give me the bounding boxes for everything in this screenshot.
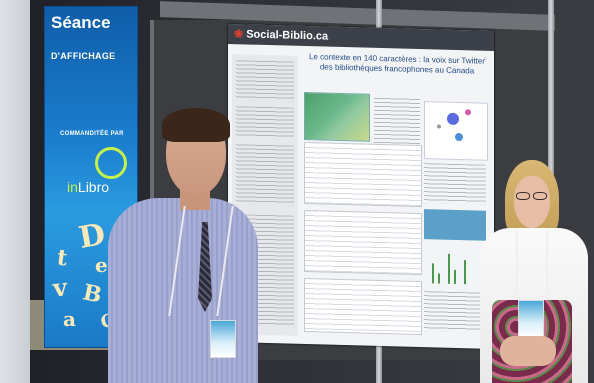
brand-suffix: Libro [77,179,110,195]
results-table [304,141,422,208]
bar-chart-figure [424,243,486,285]
maple-leaf-icon: ❀ [234,28,244,41]
person-woman-hands [500,336,556,366]
research-poster: ❀ Social-Biblio.ca Le contexte en 140 car… [228,24,494,349]
name-badge [518,300,544,338]
results-table [304,277,422,336]
person-woman-face [514,176,550,228]
sponsor-logo-icon [95,147,127,179]
poster-site-name: Social-Biblio.ca [246,28,329,43]
poster-site-logo: ❀ Social-Biblio.ca [234,27,328,42]
person-man-hair [162,108,230,142]
canada-map-figure [304,91,370,142]
poster-title: Le contexte en 140 caractères : la voix … [309,52,485,76]
brand-prefix: in [67,179,78,195]
sponsor-brand: inLibro [67,179,109,195]
poster-text-block [424,291,486,333]
name-badge [210,320,236,358]
banner-subtitle: D'AFFICHAGE [51,51,116,61]
poster-text-block [424,163,486,205]
screenshot-figure [424,209,486,241]
necktie [198,222,212,312]
banner-title-line1: Séance [51,13,111,32]
network-graph-figure [424,101,488,161]
results-table [304,209,422,276]
sponsor-label: COMMANDITÉE PAR [60,131,124,137]
decorative-letters: D t e v B a G [51,217,119,334]
banner-title: Séance [51,13,111,32]
wall [0,0,30,383]
lanyard [516,230,548,302]
eyeglasses-icon [516,192,548,200]
